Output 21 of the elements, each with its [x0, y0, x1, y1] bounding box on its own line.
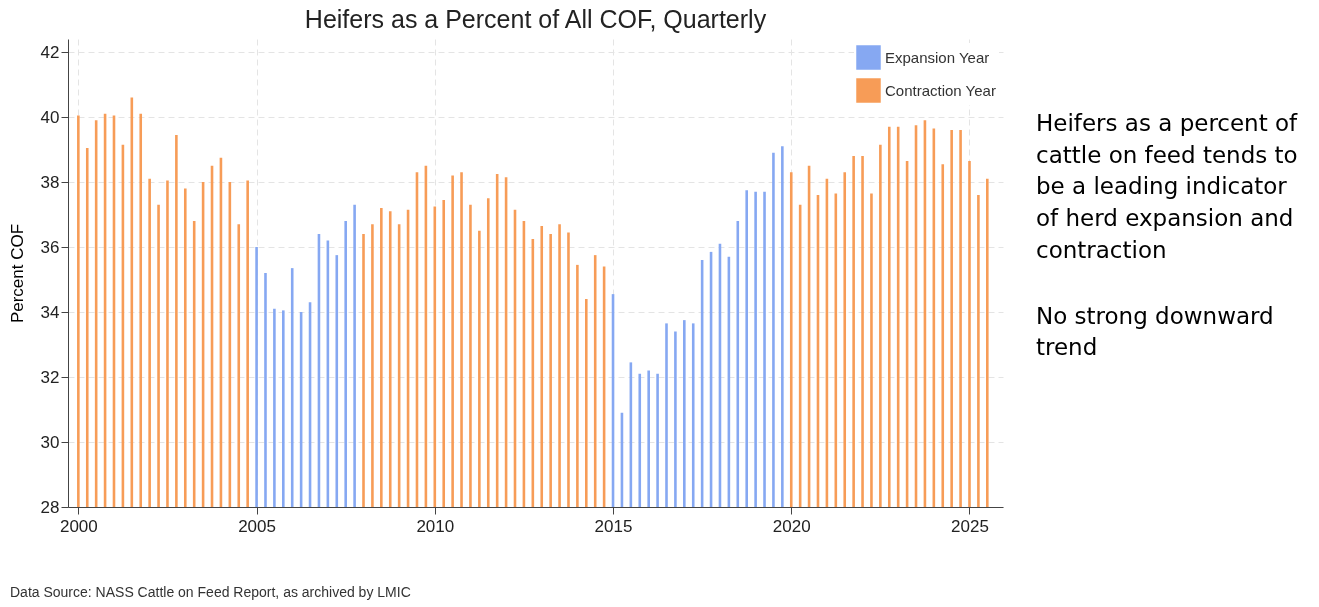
x-tick-label: 2005	[238, 516, 276, 536]
y-tick-label: 30	[40, 432, 60, 452]
source-note: Data Source: NASS Cattle on Feed Report, as archived by LMIC	[10, 584, 411, 600]
x-tick-label: 2010	[416, 516, 455, 536]
y-tick-label: 38	[40, 172, 60, 192]
y-tick-label: 36	[40, 237, 60, 257]
x-tick-label: 2025	[951, 516, 989, 536]
chart-title: Heifers as a Percent of All COF, Quarterly	[304, 5, 767, 33]
y-tick-label: 42	[40, 42, 60, 62]
y-axis-title: Percent COF	[7, 223, 27, 324]
x-tick-label: 2020	[772, 516, 811, 536]
y-tick-label: 28	[40, 497, 60, 517]
x-tick-label: 2015	[594, 516, 633, 536]
legend-label: Contraction Year	[885, 81, 996, 99]
y-tick-label: 40	[40, 107, 60, 127]
legend-label: Expansion Year	[885, 48, 990, 66]
y-tick-label: 34	[40, 302, 60, 322]
text: No strong downward trend	[1036, 301, 1275, 363]
text: Heifers as a percent of cattle on feed tends to be a leading indicator of herd expansion and contraction	[1036, 109, 1299, 265]
x-tick-label: 2000	[59, 516, 98, 536]
y-tick-label: 32	[40, 367, 60, 387]
